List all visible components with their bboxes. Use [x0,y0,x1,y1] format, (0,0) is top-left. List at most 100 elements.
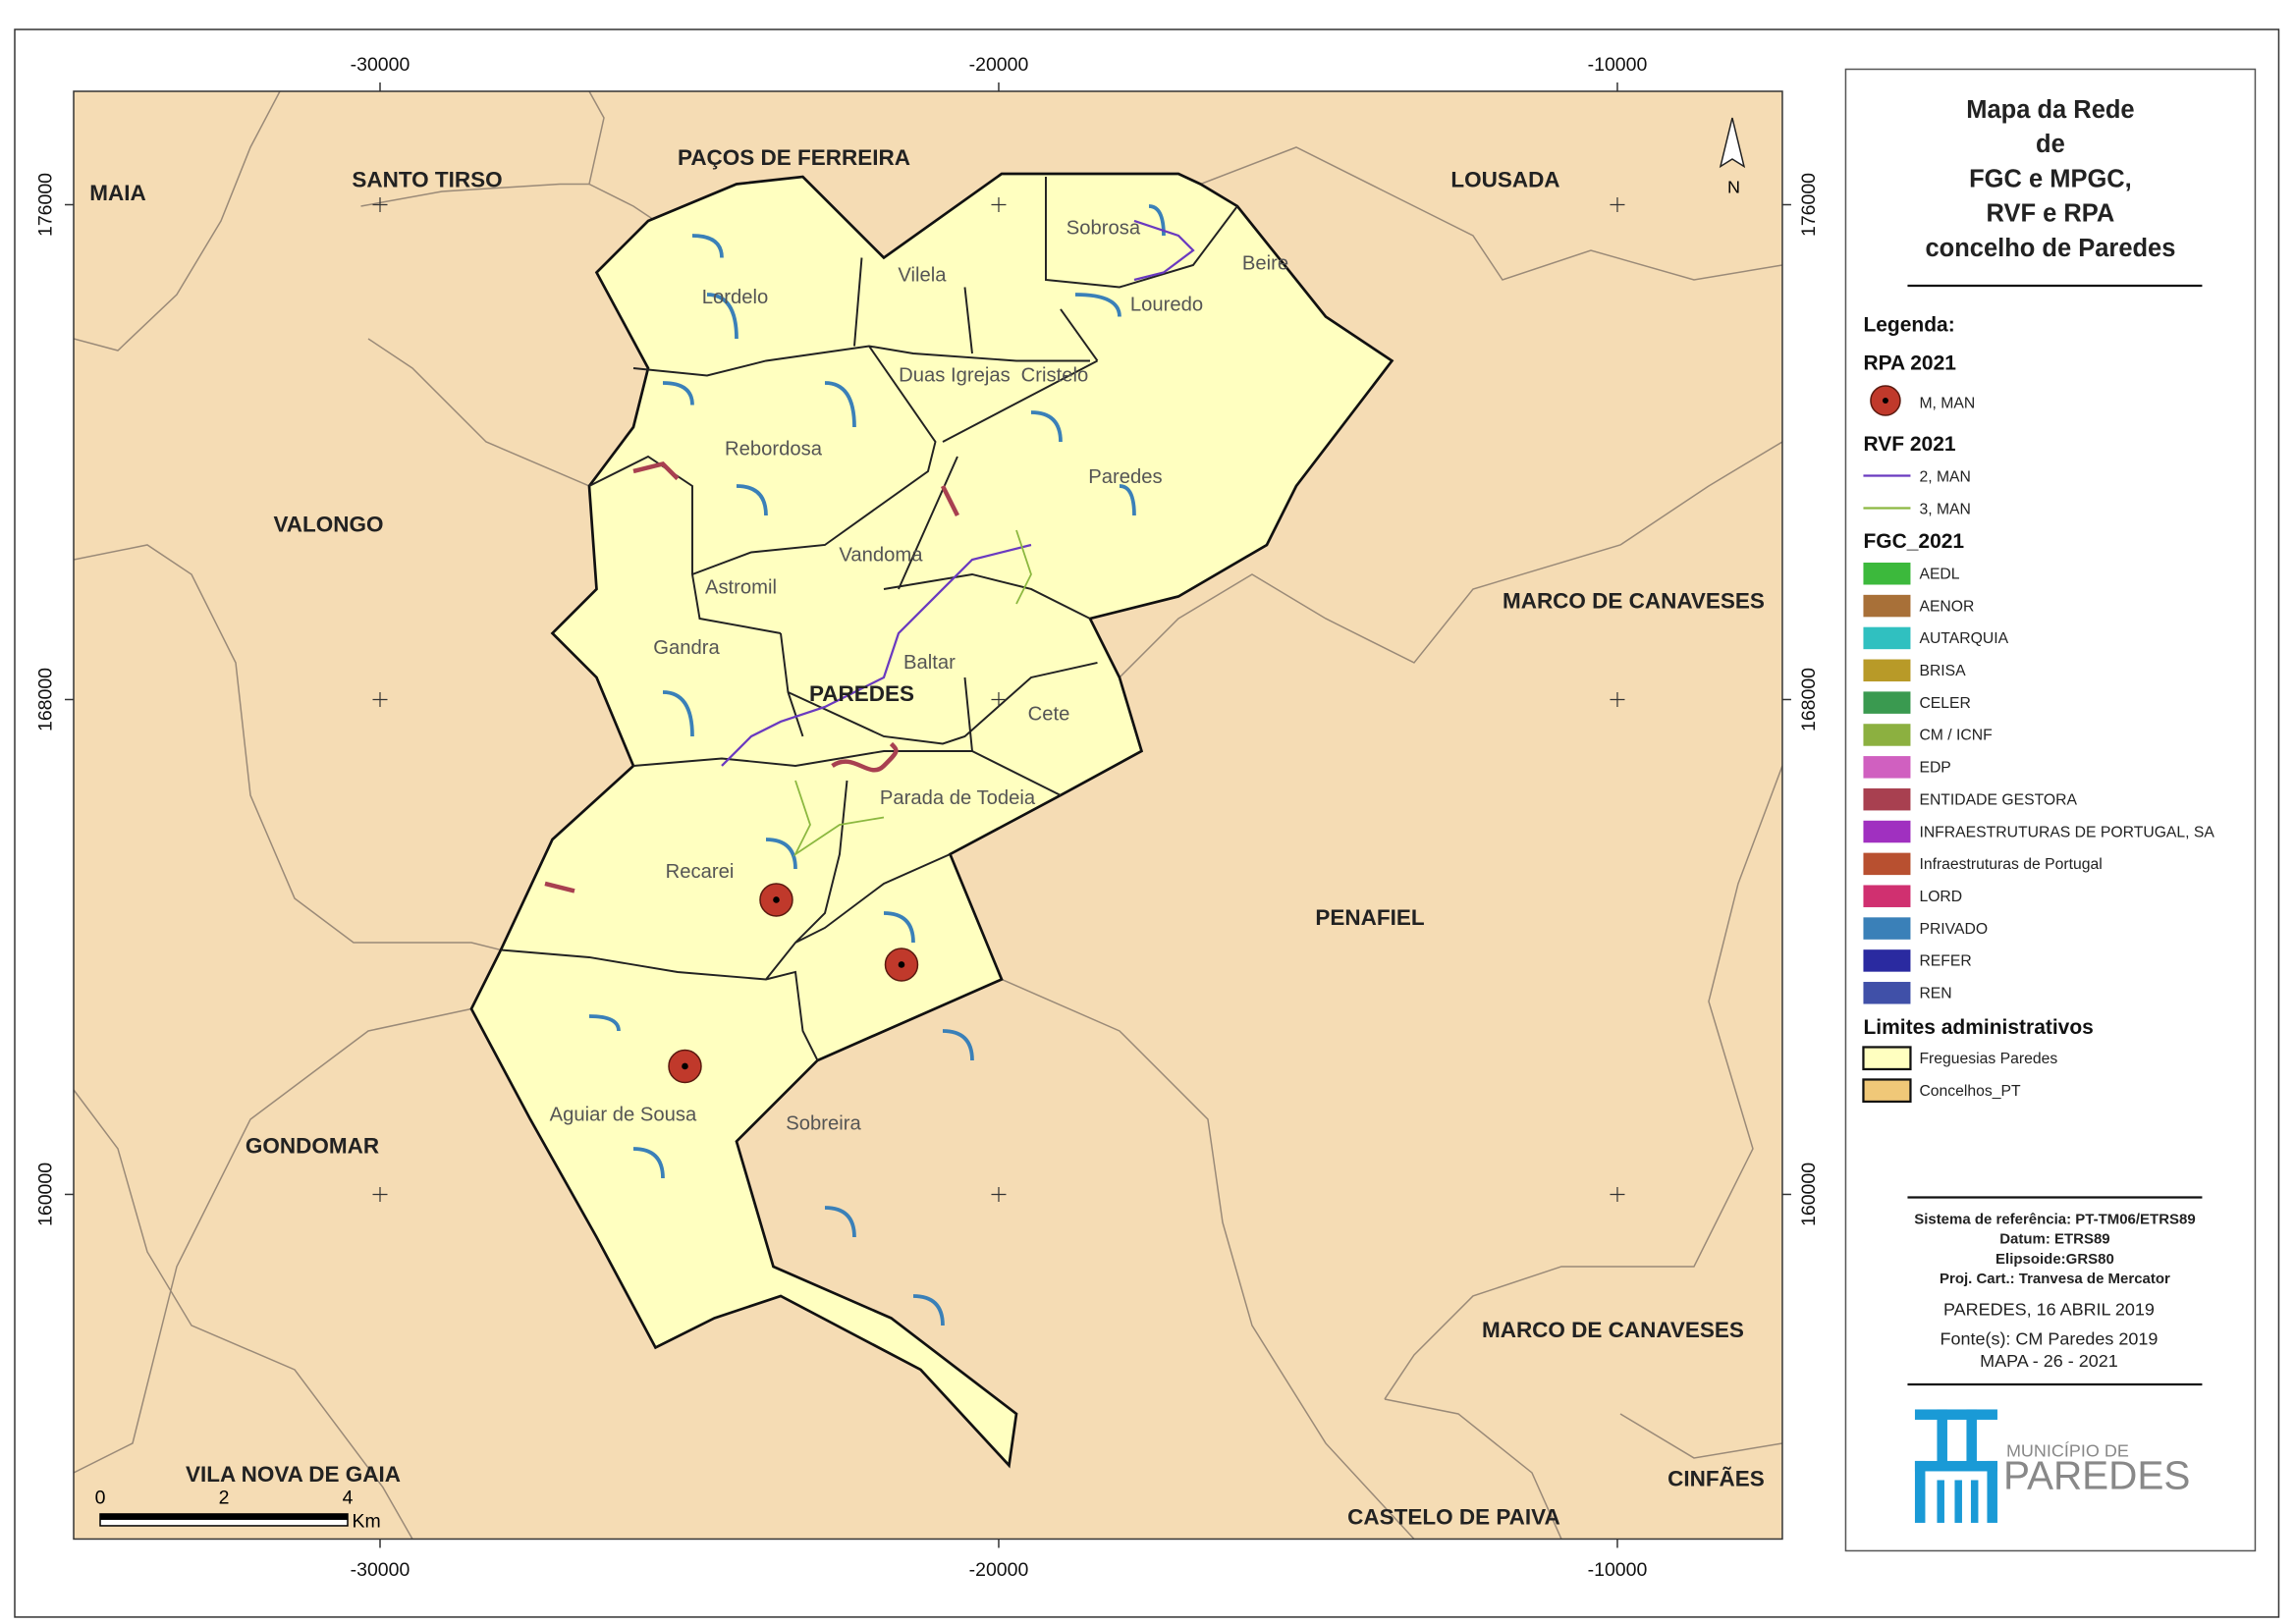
parish-label: Baltar [903,652,956,674]
municipality-label: VALONGO [273,512,383,536]
x-tick-label: -30000 [351,1559,410,1581]
legend-swatch [1862,1046,1912,1071]
info-line: Datum: ETRS89 [1999,1231,2109,1248]
municipality-label: CASTELO DE PAIVA [1347,1504,1560,1529]
y-tick-label: 176000 [35,173,57,237]
legend: Legenda: RPA 2021 M, MAN RVF 2021 2, MAN 3, M… [1862,313,2214,1104]
municipality-label: SANTO TIRSO [352,167,502,191]
parish-label: Cete [1028,703,1070,725]
stream [588,1014,621,1032]
north-label: N [1727,177,1740,196]
legend-label: AENOR [1919,598,1974,615]
scale-unit: Km [352,1510,380,1532]
parish-label: Louredo [1130,294,1203,315]
rpa-dot [898,961,905,968]
stream [632,1147,665,1179]
fgc-entidade-gestora [544,460,959,893]
legend-swatch [1863,691,1911,714]
legend-label: CM / ICNF [1919,728,1992,744]
parish-label: Vilela [898,264,947,286]
title-line: Mapa da Rede [1966,96,2134,124]
scale-segment [224,1513,348,1520]
parish-label: Duas Igrejas [899,364,1011,386]
legend-label: M, MAN [1919,395,1975,411]
stream [912,1294,945,1326]
y-tick-label: 168000 [1798,668,1820,731]
legend-swatch [1863,982,1911,1004]
stream [883,911,915,944]
title-line: RVF e RPA [1987,200,2115,228]
info-line: Proj. Cart.: Tranvesa de Mercator [1940,1271,2170,1287]
logo [1914,1409,1997,1523]
map-frame [73,90,1783,1541]
legend-swatch [1863,626,1911,650]
legend-swatch [1863,949,1911,972]
map-frame-content [74,90,1782,1540]
legend-label: AUTARQUIA [1919,630,2008,647]
title-line: FGC e MPGC, [1969,165,2132,192]
logo-line1: MUNICÍPIO DE [2006,1440,2129,1460]
title-block: Mapa da Rede de FGC e MPGC, RVF e RPA concel… [1925,96,2175,262]
legend-heading: Legenda: [1863,313,1954,336]
x-tick-label: -20000 [969,54,1029,76]
legend-swatch [1863,787,1911,811]
rvf-lines [721,219,1195,857]
municipality-label: PAREDES [809,681,914,706]
municipality-label: MARCO DE CANAVESES [1503,588,1765,613]
scale-label: 2 [219,1487,230,1508]
legend-label: AEDL [1919,566,1959,582]
legend-swatch [1863,659,1911,682]
scale-label: 0 [95,1487,106,1508]
rpa-dot [773,896,780,903]
grid-cross [372,691,388,707]
legend-label: Concelhos_PT [1919,1083,2021,1100]
y-tick-label: 160000 [35,1163,57,1226]
info-source: Fonte(s): CM Paredes 2019 [1940,1328,2158,1348]
stream [942,1029,974,1061]
legend-swatch [1863,820,1911,843]
rpa-dot [682,1062,688,1070]
municipality-label: CINFÃES [1667,1466,1765,1490]
stream [1074,293,1121,317]
parish-label: Parada de Todeia [880,787,1036,809]
stream [736,484,768,516]
parish-label: Lordelo [702,287,769,308]
scale-label: 4 [343,1487,354,1508]
y-tick-label: 160000 [1798,1163,1820,1226]
stream [706,293,738,339]
stream [824,1206,856,1238]
municipality-label: LOUSADA [1450,167,1559,191]
legend-label: BRISA [1919,663,1966,679]
fgc-streams [588,204,1166,1326]
parish-label: Sobreira [786,1112,861,1134]
info-line: Elipsoide:GRS80 [1995,1251,2114,1268]
info-date: PAREDES, 16 ABRIL 2019 [1943,1299,2155,1319]
legend-label: CELER [1919,695,1970,712]
legend-label: PRIVADO [1919,921,1988,938]
municipality-label: PENAFIEL [1315,905,1424,930]
legend-box [1844,68,2257,1552]
parish-label: Astromil [705,576,777,598]
parish-label: Cristelo [1021,364,1089,386]
legend-swatch [1863,756,1911,779]
legend-label: 2, MAN [1919,468,1970,485]
parish-label: Sobrosa [1066,217,1141,239]
x-tick-label: -10000 [1588,54,1648,76]
legend-swatch [1863,562,1911,585]
coordinate-crosses [372,196,1625,1202]
grid-cross [372,1186,388,1202]
stream [1119,484,1136,515]
legend-label: ENTIDADE GESTORA [1919,791,2077,808]
title-line: concelho de Paredes [1925,235,2175,262]
title-line: de [2036,131,2065,158]
legend-label: 3, MAN [1919,501,1970,517]
stream [824,381,856,427]
parish-label: Gandra [653,637,720,659]
info-line: Sistema de referência: PT-TM06/ETRS89 [1914,1211,2195,1227]
grid-cross [991,691,1007,707]
stream [662,690,694,736]
municipality-label: MAIA [89,181,145,205]
grid-cross [991,1186,1007,1202]
scale-segment [100,1513,225,1520]
